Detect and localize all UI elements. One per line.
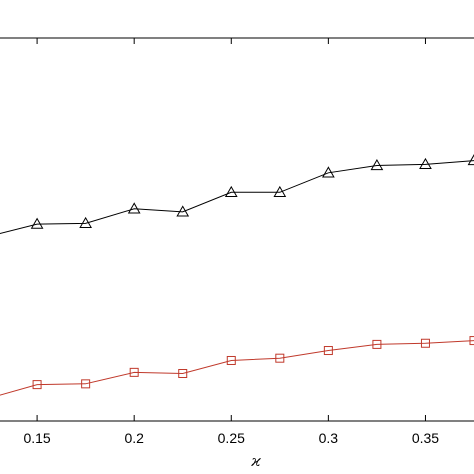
series-line-1 [0,160,474,235]
square-marker [81,379,91,389]
series-layer [0,154,474,396]
triangle-marker [467,154,474,166]
square-marker [129,367,139,377]
x-tick-label: 0.3 [319,430,339,446]
square-marker [323,346,333,356]
square-marker [469,336,474,346]
triangle-marker [322,166,335,178]
triangle-marker [127,202,141,214]
square-marker [275,353,285,363]
x-tick-label: 0.35 [412,430,439,446]
triangle-marker [370,159,384,171]
square-marker [32,380,42,390]
x-ticks: 0.15 0.2 0.25 0.3 0.35 [23,38,439,446]
x-tick-label: 0.2 [124,430,144,446]
triangle-marker [419,157,432,170]
x-axis-label: ϰ [250,452,261,470]
triangle-marker [30,217,44,229]
square-marker [420,338,430,348]
series-line-2 [0,340,474,396]
square-marker [226,355,236,365]
plot-frame [0,37,474,422]
square-marker [372,339,382,349]
triangle-marker [224,185,238,197]
x-tick-label: 0.25 [218,430,245,446]
triangle-marker [273,185,287,197]
triangle-marker [176,205,190,217]
square-marker [178,369,188,379]
x-tick-label: 0.15 [23,430,50,446]
triangle-marker [79,216,92,228]
